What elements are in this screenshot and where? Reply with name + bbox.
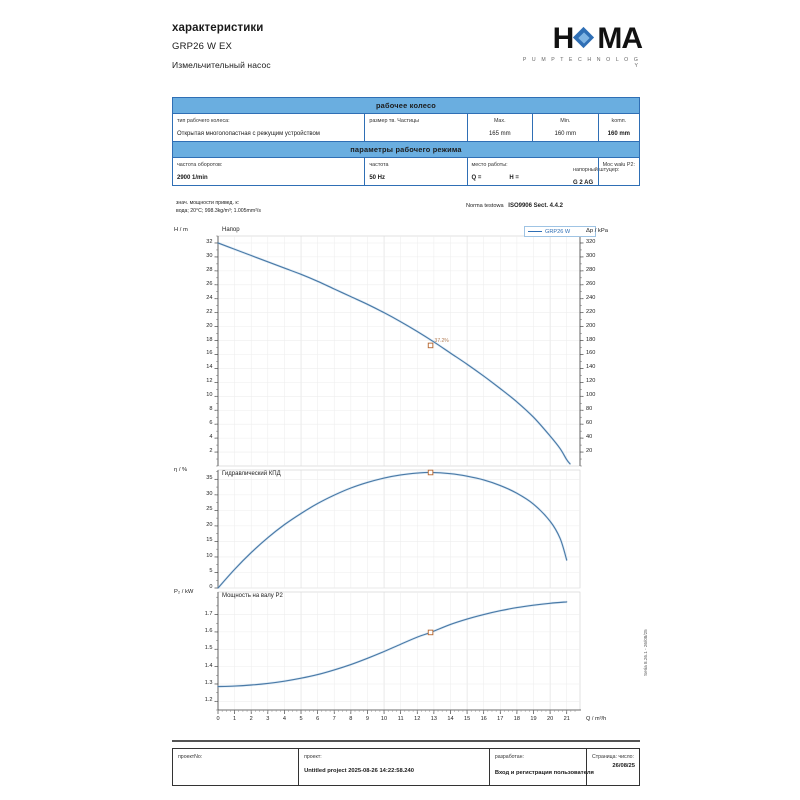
duty-band-row: параметры рабочего режима (172, 141, 640, 158)
chart-canvas (214, 235, 584, 714)
pump-model: GRP26 W EX (172, 41, 233, 52)
port-cell: напорный штуцер: G 2 AG (573, 166, 639, 187)
performance-charts: GRP26 W 2 4 6 8 10 12 14 16 18 20 22 24 26 28 30 32 0 5 10… (172, 222, 640, 732)
chart-legend: GRP26 W (524, 226, 596, 237)
legend-series-label: GRP26 W (545, 228, 571, 235)
conversion-notes: знач. мощности привед. к: вода; 20°C; 99… (176, 199, 261, 215)
homa-logo: H MA P U M P T E C H N O L O G Y (514, 22, 643, 70)
impeller-max-value: 165 mm (488, 131, 511, 137)
test-standard: Norma testowa ISO9906 Sect. 4.4.2 (466, 203, 563, 209)
footer-author-label: разработан: (494, 754, 524, 760)
frequency-cell: частота 50 Hz (364, 157, 468, 186)
footer-author-cell: разработан: Вход и регистрация пользоват… (488, 748, 594, 786)
footer-project-label: проект: (304, 754, 322, 760)
impeller-band-label: рабочее колесо (172, 97, 640, 114)
notes-line-1: знач. мощности привед. к: (176, 200, 240, 206)
footer-table: проектNo: проект: Untitled project 2025-… (171, 748, 640, 786)
logo-tagline: P U M P T E C H N O L O G Y (522, 57, 640, 69)
operating-point-label: место работы: (471, 162, 508, 168)
frequency-label: частота (369, 162, 389, 168)
impeller-komp-value: 160 mm (607, 131, 630, 137)
footer-page-value: 26/08/25 (612, 763, 635, 769)
particle-size-label: размер тв. Частицы (369, 118, 419, 124)
impeller-type-label: тип рабочего колеса: (177, 118, 230, 124)
test-standard-label: Norma testowa (466, 203, 504, 209)
impeller-max-cell: Max. 165 mm (466, 113, 534, 142)
impeller-type-cell: тип рабочего колеса: Открытая многолопас… (171, 113, 366, 142)
footer-project-cell: проект: Untitled project 2025-08-26 14:2… (298, 748, 490, 786)
shaft-power-label: Moc wału P2: (602, 162, 635, 168)
footer-page-label: Страница: число: (592, 754, 634, 760)
impeller-min-label: Min. (560, 118, 571, 124)
impeller-band-row: рабочее колесо (172, 97, 640, 114)
specification-table: рабочее колесо тип рабочего колеса: Откр… (171, 97, 641, 186)
particle-size-cell: размер тв. Частицы (364, 113, 468, 142)
speed-cell: частота оборотов: 2900 1/min (171, 157, 366, 186)
footer-project-no-cell: проектNo: (171, 748, 300, 786)
test-standard-value: ISO9906 Sect. 4.4.2 (508, 203, 563, 209)
impeller-max-label: Max. (493, 118, 506, 124)
legend-line-swatch (528, 231, 542, 232)
document-reference-code: Seria 8.26.1 - 26/08/25 (643, 629, 648, 676)
logo-text-left: H (552, 22, 575, 55)
speed-label: частота оборотов: (177, 162, 223, 168)
port-value: G 2 AG (573, 180, 594, 186)
diamond-icon (574, 28, 596, 50)
notes-line-2: вода; 20°C; 998.3kg/m³; 1.005mm²/s (176, 208, 261, 215)
impeller-type-value: Открытая многолопастная с режущим устрой… (177, 131, 320, 137)
pump-type: Измельчительный насос (172, 60, 271, 70)
operating-point-cell: место работы: Q = H = (466, 157, 599, 186)
duty-band-label: параметры рабочего режима (172, 141, 640, 158)
document-header: характеристики GRP26 W EX Измельчительны… (172, 22, 643, 92)
impeller-values-row: тип рабочего колеса: Открытая многолопас… (171, 113, 641, 142)
port-label: напорный штуцер: (573, 167, 620, 173)
duty-values-row: частота оборотов: 2900 1/min частота 50 … (171, 157, 641, 186)
footer-rule (172, 740, 640, 742)
frequency-value: 50 Hz (369, 175, 386, 181)
impeller-komp-cell: komп. 160 mm (597, 113, 641, 142)
footer-page-cell: Страница: число: 26/08/25 (586, 748, 640, 786)
footer-project-value: Untitled project 2025-08-26 14:22:58.240 (304, 768, 414, 774)
flow-value: Q = (471, 175, 482, 181)
footer-author-value: Вход и регистрация пользователя (494, 770, 594, 776)
impeller-min-cell: Min. 160 mm (532, 113, 599, 142)
speed-value: 2900 1/min (177, 175, 208, 181)
logo-text-right: MA (597, 22, 643, 55)
shaft-power-cell: Moc wału P2: (597, 157, 641, 186)
head-value: H = (509, 175, 519, 181)
impeller-komp-label: komп. (611, 118, 627, 124)
footer-project-no-label: проектNo: (178, 754, 203, 760)
impeller-min-value: 160 mm (554, 131, 577, 137)
page-title: характеристики (172, 22, 264, 34)
